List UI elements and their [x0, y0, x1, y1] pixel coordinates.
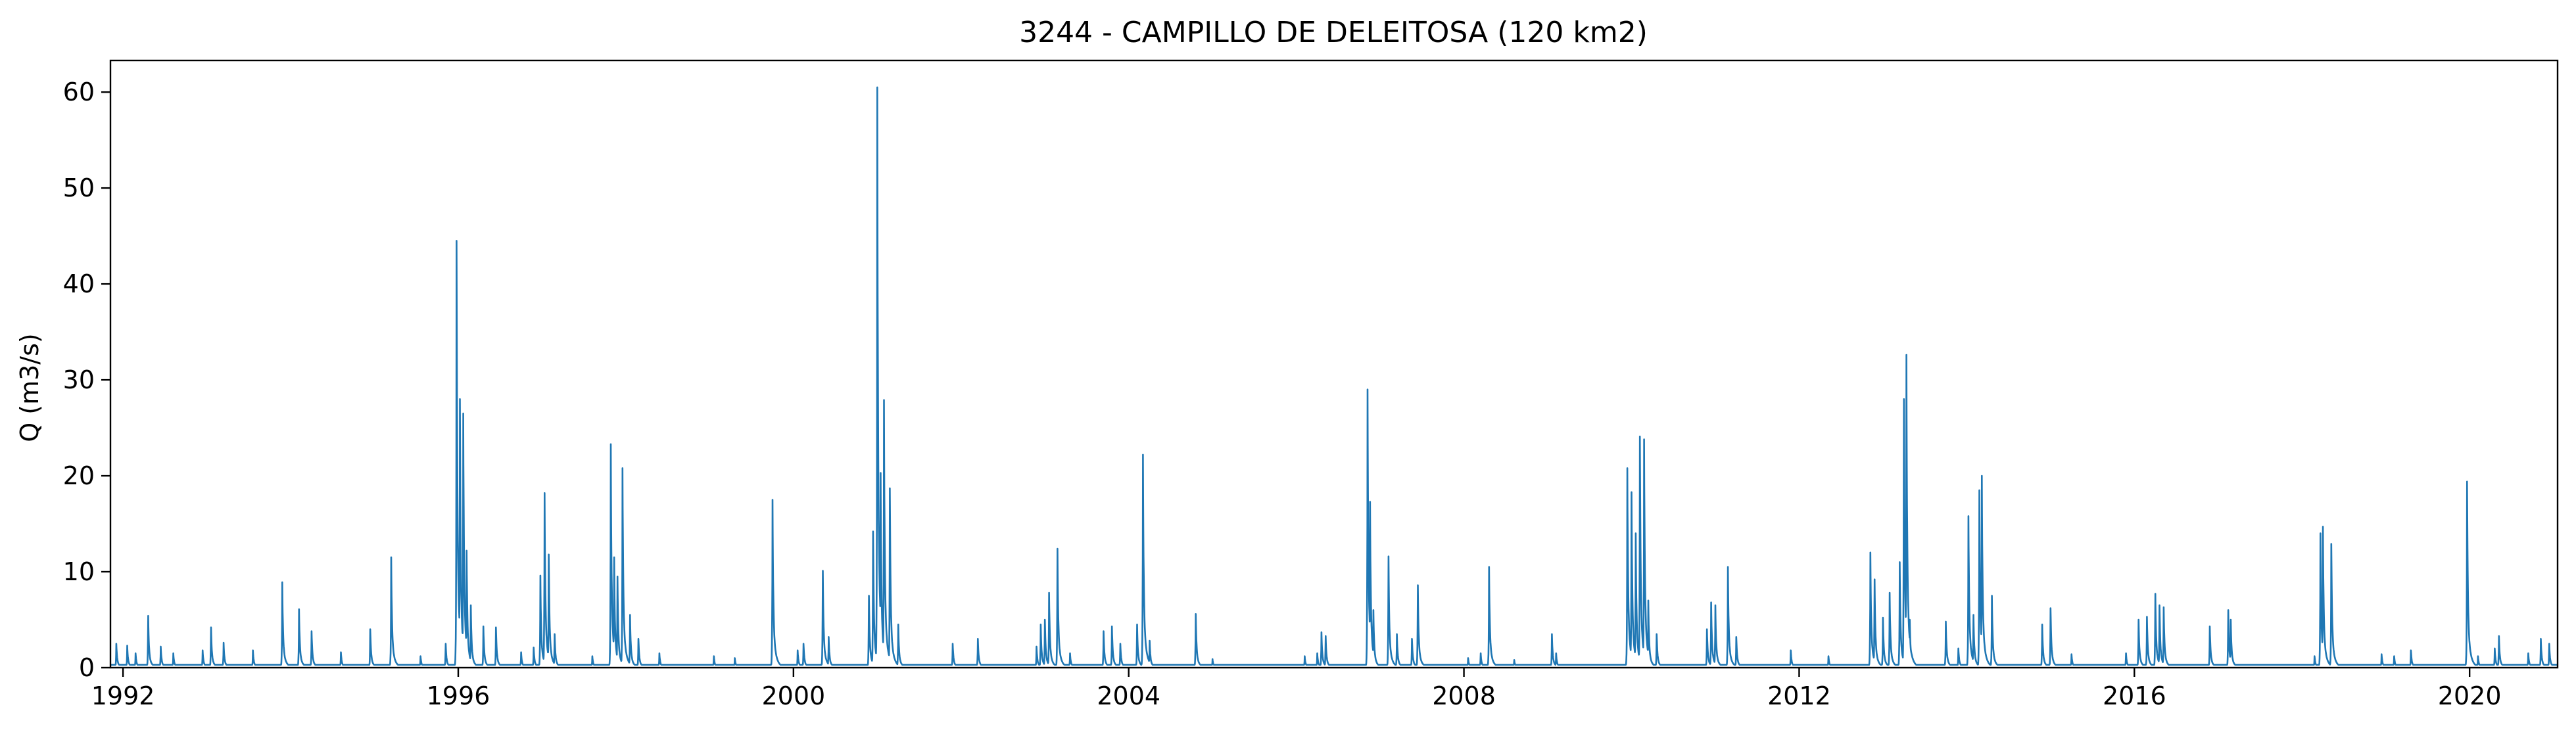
y-tick-label: 40: [63, 269, 95, 298]
series-layer: [110, 87, 2558, 665]
x-tick-label: 2008: [1432, 681, 1496, 710]
y-tick-label: 20: [63, 461, 95, 490]
y-tick-label: 60: [63, 78, 95, 106]
y-axis-label: Q (m3/s): [15, 333, 44, 442]
x-tick-label: 2012: [1767, 681, 1831, 710]
x-tick-label: 2020: [2438, 681, 2502, 710]
y-tick-label: 0: [79, 653, 95, 682]
x-tick-label: 2000: [761, 681, 825, 710]
x-axis-ticks: 1992 1996 2000 2004 2008 2012 2016 2020: [91, 668, 2502, 710]
x-tick-label: 1992: [91, 681, 155, 710]
y-tick-label: 30: [63, 365, 95, 394]
x-tick-label: 1996: [427, 681, 490, 710]
x-tick-label: 2016: [2103, 681, 2166, 710]
x-tick-label: 2004: [1097, 681, 1160, 710]
y-axis-ticks: 0 10 20 30 40 50 60: [63, 78, 110, 682]
chart-title: 3244 - CAMPILLO DE DELEITOSA (120 km2): [1019, 16, 1648, 49]
y-tick-label: 50: [63, 173, 95, 202]
plot-frame: [110, 60, 2558, 668]
y-tick-label: 10: [63, 557, 95, 586]
series-line: [110, 87, 2558, 665]
